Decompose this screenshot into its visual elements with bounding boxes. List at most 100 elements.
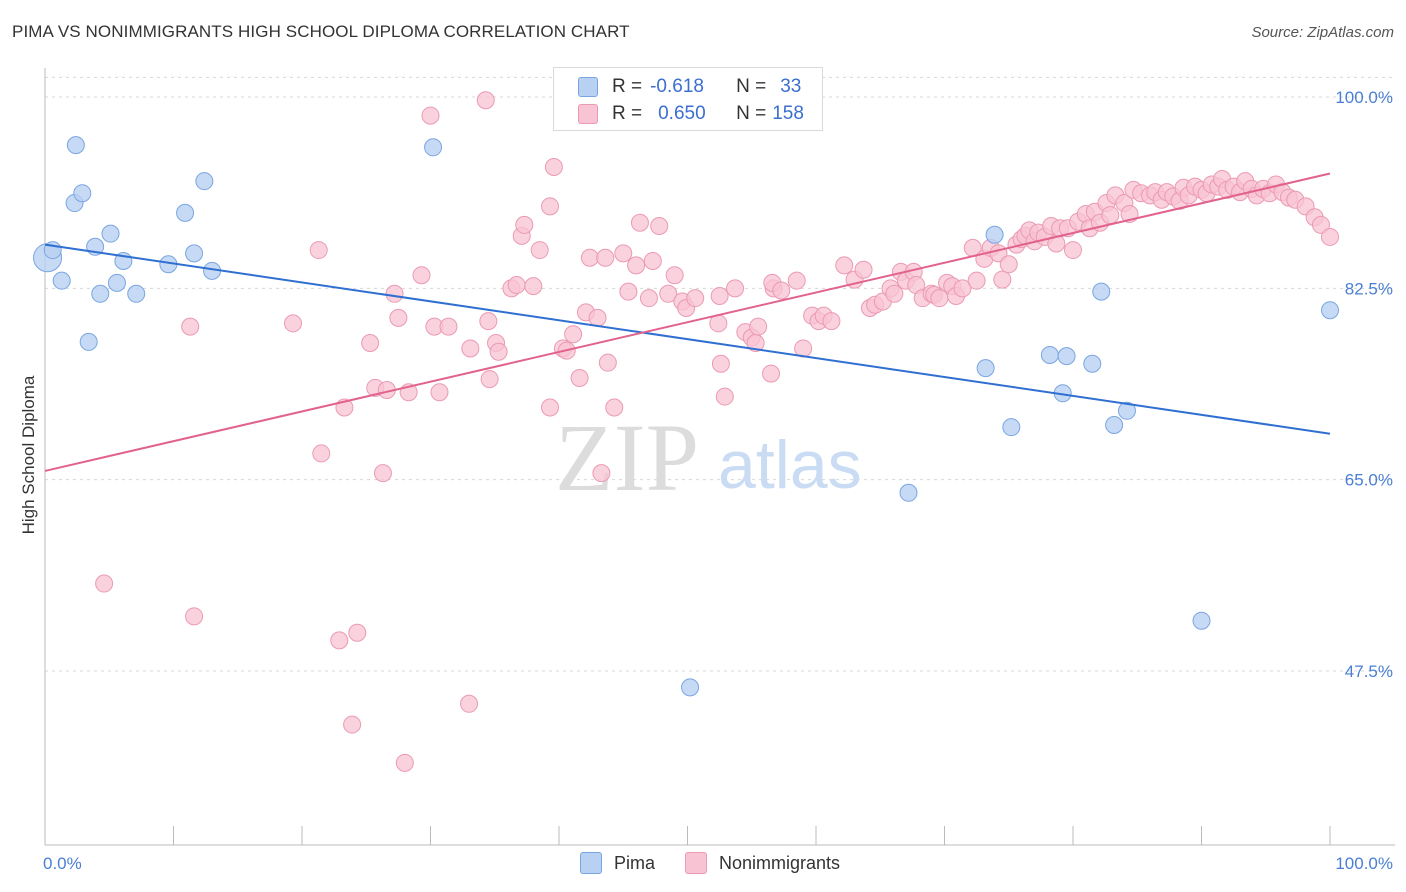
nonimmigrants-point (412, 266, 431, 285)
nonimmigrants-point (1064, 241, 1082, 260)
pima-point (1192, 611, 1211, 630)
nonimmigrants-point (544, 157, 563, 176)
nonimmigrants-point (787, 271, 806, 290)
pima-point (899, 483, 918, 502)
nonimmigrants-point (541, 398, 560, 417)
nonimmigrants-point (710, 286, 729, 305)
tick-labels: 47.5% 65.0% 82.5% 100.0% 0.0% 100.0% (43, 88, 1393, 873)
nonimmigrants-point (530, 241, 549, 260)
nonimmigrants-point (479, 312, 498, 331)
pima-legend-swatch (580, 852, 602, 874)
trend-lines (44, 172, 1331, 472)
nonimmigrants-point (430, 383, 449, 402)
nonimmigrants-point (614, 244, 633, 263)
nonimmigrants-point (726, 279, 745, 298)
nonimmigrants-point (627, 256, 646, 275)
nonimmigrants-point (605, 398, 624, 417)
nonimmigrants-point (953, 279, 972, 298)
nonimmigrants-point (309, 241, 328, 260)
pima-point (91, 284, 110, 303)
correlation-legend: R = -0.618 N = 33 R = 0.650 N = 158 (553, 67, 823, 131)
pima-point (1105, 416, 1124, 434)
legend-r-label: R = (612, 76, 643, 97)
nonimmigrants-point (570, 368, 589, 387)
nonimmigrants-point (835, 256, 854, 275)
pima-point (1083, 354, 1102, 373)
nonimmigrants-point (686, 289, 705, 308)
pima-swatch (578, 77, 598, 97)
legend-r-label: R = (612, 103, 643, 124)
pima-point (1321, 301, 1339, 320)
pima-point (185, 244, 204, 263)
pima-n-value: 33 (780, 76, 802, 97)
legend-row-nonimmigrants: R = 0.650 N = 158 (578, 101, 804, 127)
nonimmigrants-point (854, 260, 873, 279)
nonimmigrants-point (711, 354, 730, 373)
nonimmigrants-point (822, 312, 841, 331)
pima-point (985, 225, 1004, 244)
nonimmigrants-point (1312, 215, 1331, 234)
watermark: ZIP atlas (555, 404, 862, 511)
legend-n-label: N = (736, 103, 767, 124)
nonimmigrants-point (659, 284, 678, 303)
nonimmigrants-point (1321, 227, 1339, 246)
nonimmigrants-point (284, 314, 303, 333)
nonimmigrants-point (389, 308, 408, 327)
nonimmigrants-point (348, 623, 367, 642)
x-tick-label: 100.0% (1335, 854, 1393, 873)
x-tick-label: 0.0% (43, 854, 82, 873)
legend-item-pima: Pima (580, 852, 655, 874)
pima-point (681, 678, 700, 697)
nonimmigrants-point (715, 387, 734, 406)
nonimmigrants-point (967, 271, 986, 290)
watermark-zip: ZIP (555, 404, 699, 511)
nonimmigrants-point (885, 284, 904, 303)
nonimmigrants-point (524, 277, 543, 296)
watermark-atlas: atlas (718, 427, 862, 503)
nonimmigrants-point (385, 284, 404, 303)
pima-point (107, 273, 126, 292)
pima-point (1057, 347, 1076, 366)
nonimmigrants-point (507, 276, 526, 295)
pima-points (33, 136, 1339, 697)
pima-point (66, 136, 85, 155)
y-tick-label: 65.0% (1345, 471, 1393, 490)
pima-point (52, 271, 71, 290)
nonimmigrants-point (395, 753, 414, 772)
nonimmigrants-point (181, 317, 200, 336)
nonimmigrants-point (476, 91, 495, 110)
pima-legend-label: Pima (614, 852, 656, 873)
nonimmigrants-point (330, 631, 349, 650)
nonimmigrants-point (421, 106, 440, 125)
nonimmigrants-point (541, 197, 560, 216)
legend-row-pima: R = -0.618 N = 33 (578, 74, 801, 100)
legend-n-label: N = (736, 76, 767, 97)
nonimmigrants-r-value: 0.650 (658, 103, 706, 124)
nonimmigrants-trend-line (44, 172, 1331, 472)
pima-point (195, 172, 214, 191)
pima-point (1002, 418, 1021, 437)
pima-point (73, 184, 92, 203)
nonimmigrants-point (993, 270, 1012, 289)
legend-item-nonimmigrants: Nonimmigrants (685, 852, 840, 874)
nonimmigrants-point (630, 213, 649, 232)
nonimmigrants-point (639, 289, 658, 308)
nonimmigrants-swatch (578, 104, 598, 124)
y-axis-title: High School Diploma (19, 375, 38, 534)
pima-point (79, 332, 98, 351)
chart-title: PIMA VS NONIMMIGRANTS HIGH SCHOOL DIPLOM… (12, 22, 630, 41)
nonimmigrants-point (650, 217, 669, 236)
pima-point (976, 359, 995, 378)
pima-point (101, 224, 120, 243)
nonimmigrants-point (480, 370, 499, 389)
y-tick-label: 82.5% (1345, 279, 1393, 298)
nonimmigrants-point (762, 364, 781, 383)
nonimmigrants-point (619, 282, 638, 301)
nonimmigrants-legend-swatch (685, 852, 708, 874)
pima-point (1117, 401, 1136, 420)
nonimmigrants-point (596, 248, 615, 267)
nonimmigrants-point (95, 574, 114, 593)
nonimmigrants-point (460, 694, 479, 713)
axes (44, 68, 1395, 846)
nonimmigrants-n-value: 158 (772, 103, 804, 124)
